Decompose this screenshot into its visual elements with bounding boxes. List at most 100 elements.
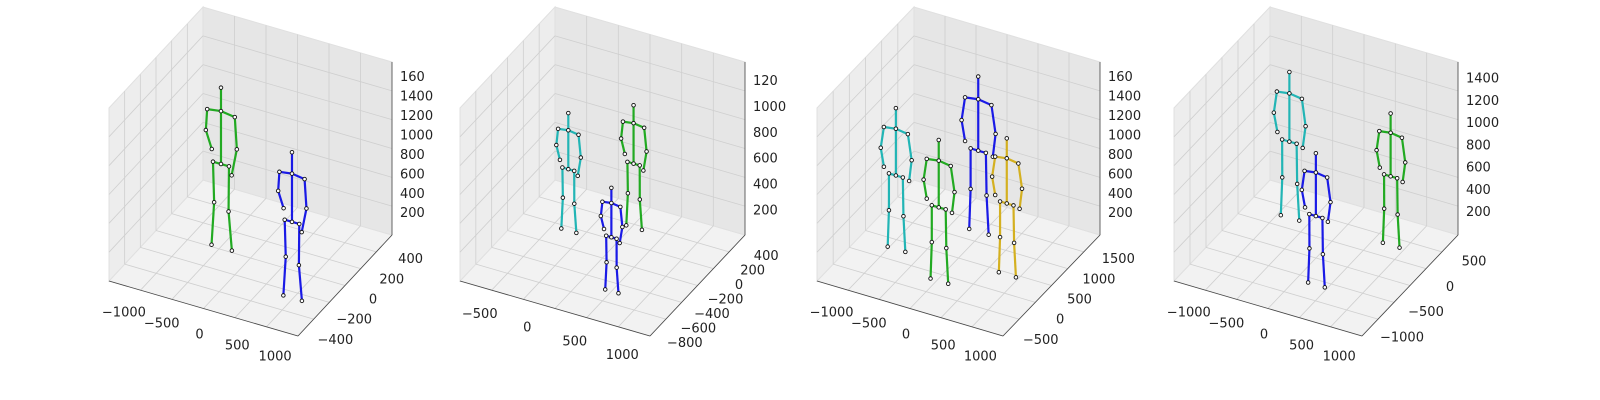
joint-marker	[929, 239, 935, 245]
joint-marker	[1004, 136, 1010, 141]
joint-marker	[600, 199, 605, 204]
joint-marker	[609, 185, 614, 191]
skeleton-4	[989, 136, 1025, 280]
z-tick-label: 200	[1108, 206, 1133, 221]
joint-marker	[625, 191, 631, 196]
bone	[1279, 177, 1284, 216]
joint-marker	[944, 245, 949, 251]
y-tick-label: −800	[667, 336, 703, 351]
z-tick-label: 600	[400, 167, 425, 182]
bone	[283, 219, 287, 257]
joint-marker	[641, 125, 647, 131]
joint-marker	[211, 199, 217, 205]
bone	[977, 98, 992, 107]
bone	[879, 126, 885, 148]
bone	[1400, 137, 1407, 163]
bone	[991, 176, 997, 196]
joint-marker	[204, 106, 210, 112]
bone	[620, 121, 625, 139]
x-tick-label: 0	[1260, 328, 1268, 343]
bone	[230, 149, 238, 176]
joint-marker	[943, 207, 948, 212]
bone	[638, 199, 644, 230]
skeleton-3	[921, 137, 957, 287]
z-tick-label: 200	[753, 204, 778, 219]
joint-marker	[304, 206, 309, 211]
joint-marker	[578, 155, 584, 160]
bone	[990, 104, 997, 135]
joint-marker	[296, 262, 302, 268]
bone	[573, 203, 578, 233]
x-tick-label: −500	[851, 317, 887, 332]
x-tick-label: 1000	[1323, 350, 1356, 365]
y-tick-label: −500	[1408, 305, 1444, 320]
bone	[277, 190, 285, 209]
joint-marker	[1381, 172, 1387, 177]
joint-marker	[618, 204, 623, 210]
joint-marker	[949, 210, 955, 216]
bone	[985, 195, 990, 235]
z-tick-label: 1000	[400, 128, 433, 143]
joint-marker	[289, 219, 295, 225]
bone	[233, 117, 238, 150]
joint-marker	[1302, 168, 1307, 174]
joint-marker	[226, 164, 232, 169]
z-tick-label: 120	[753, 74, 778, 89]
bone	[945, 248, 950, 284]
joint-marker	[1377, 165, 1383, 170]
joint-marker	[644, 149, 649, 154]
joint-marker	[1403, 160, 1408, 165]
joint-marker	[1279, 137, 1285, 142]
bone	[1375, 149, 1381, 168]
y-tick-label: 0	[1446, 280, 1454, 295]
joint-marker	[893, 126, 899, 132]
joint-marker	[924, 196, 930, 201]
z-tick-label: 1400	[1108, 89, 1141, 104]
joint-marker	[631, 120, 636, 126]
x-tick-label: −1000	[1167, 306, 1211, 321]
joint-marker	[209, 242, 214, 247]
joint-marker	[560, 195, 566, 200]
joint-marker	[637, 197, 643, 202]
joint-marker	[1313, 150, 1319, 156]
joint-marker	[1004, 156, 1010, 161]
joint-marker	[983, 150, 989, 156]
joint-marker	[1324, 175, 1330, 180]
skeleton-2	[959, 74, 998, 237]
bone	[1018, 188, 1024, 209]
bone	[604, 262, 608, 290]
bone	[1307, 248, 1311, 283]
joint-marker	[945, 281, 951, 287]
z-tick-label: 400	[400, 187, 425, 202]
joint-marker	[1300, 145, 1305, 151]
joint-marker	[299, 298, 305, 304]
joint-marker	[886, 171, 892, 176]
bone	[991, 156, 997, 177]
joint-marker	[1307, 246, 1312, 251]
joint-marker	[566, 110, 571, 116]
z-tick-label: 160	[400, 70, 425, 85]
bone	[220, 110, 236, 119]
joint-marker	[996, 270, 1002, 275]
bone	[968, 188, 972, 229]
z-tick-label: 1200	[400, 109, 433, 124]
y-tick-label: −500	[1023, 333, 1059, 348]
joint-marker	[893, 105, 899, 111]
bone	[1296, 183, 1301, 221]
joint-marker	[1011, 203, 1016, 208]
skeleton-3	[1374, 111, 1408, 250]
joint-marker	[559, 226, 564, 231]
y-tick-label: 0	[369, 293, 377, 308]
joint-marker	[989, 174, 995, 179]
joint-marker	[1280, 175, 1285, 180]
joint-marker	[936, 137, 941, 143]
joint-marker	[989, 102, 994, 108]
y-tick-label: 1000	[1082, 272, 1115, 287]
z-tick-label: 800	[1108, 148, 1133, 163]
joint-marker	[1017, 206, 1022, 212]
joint-marker	[975, 148, 981, 153]
z-tick-label: 800	[400, 148, 425, 163]
joint-marker	[1307, 211, 1312, 217]
joint-marker	[1394, 175, 1400, 181]
bone	[906, 133, 913, 161]
